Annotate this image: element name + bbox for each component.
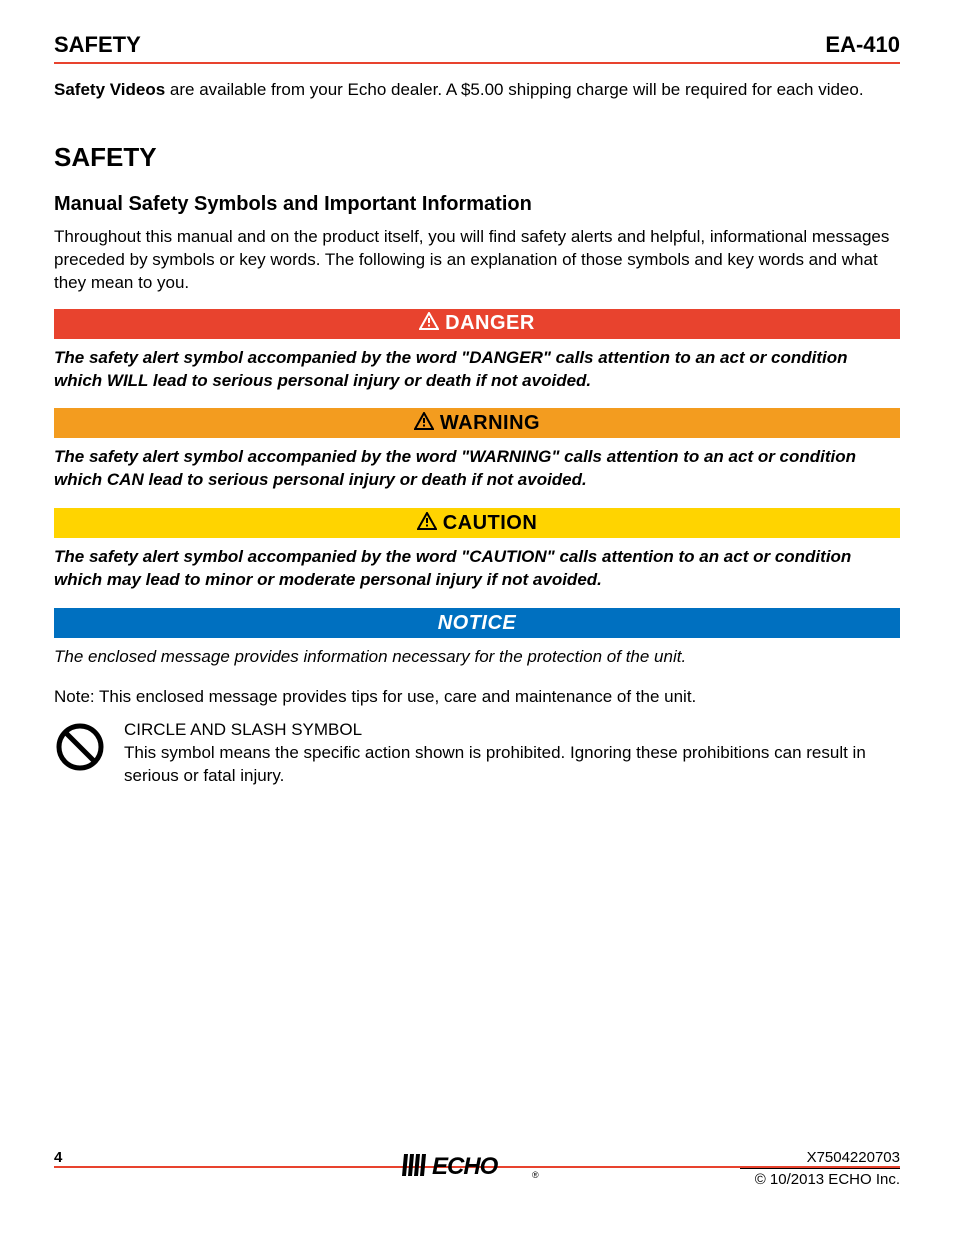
body-paragraph: Throughout this manual and on the produc… — [54, 226, 900, 295]
footer-right: X7504220703 © 10/2013 ECHO Inc. — [740, 1149, 900, 1188]
danger-bar: DANGER — [54, 309, 900, 339]
page-number: 4 — [54, 1149, 62, 1166]
section-title: SAFETY — [54, 142, 900, 173]
header-model-number: EA-410 — [825, 32, 900, 58]
copyright: © 10/2013 ECHO Inc. — [740, 1171, 900, 1188]
circle-slash-icon — [54, 721, 106, 778]
caution-description: The safety alert symbol accompanied by t… — [54, 546, 900, 592]
circle-slash-title: CIRCLE AND SLASH SYMBOL — [124, 719, 900, 742]
alert-triangle-icon — [414, 412, 434, 435]
intro-bold: Safety Videos — [54, 80, 165, 99]
danger-label: DANGER — [445, 312, 535, 335]
header-section-title: SAFETY — [54, 32, 141, 58]
circle-slash-row: CIRCLE AND SLASH SYMBOL This symbol mean… — [54, 719, 900, 788]
alert-triangle-icon — [417, 512, 437, 535]
note-line: Note: This enclosed message provides tip… — [54, 685, 900, 709]
svg-text:®: ® — [532, 1170, 539, 1180]
page-footer: 4 ECHO ® X7504220703 © 10/2013 ECHO Inc. — [54, 1166, 900, 1207]
warning-label: WARNING — [440, 412, 540, 435]
alert-triangle-icon — [419, 312, 439, 335]
caution-bar: CAUTION — [54, 508, 900, 538]
circle-slash-desc: This symbol means the specific action sh… — [124, 742, 900, 788]
intro-paragraph: Safety Videos are available from your Ec… — [54, 78, 900, 102]
subsection-title: Manual Safety Symbols and Important Info… — [54, 193, 900, 216]
notice-label: NOTICE — [438, 612, 517, 635]
circle-slash-text: CIRCLE AND SLASH SYMBOL This symbol mean… — [124, 719, 900, 788]
notice-bar: NOTICE — [54, 608, 900, 638]
warning-bar: WARNING — [54, 408, 900, 438]
intro-rest: are available from your Echo dealer. A $… — [165, 80, 863, 99]
document-number: X7504220703 — [740, 1149, 900, 1166]
warning-description: The safety alert symbol accompanied by t… — [54, 446, 900, 492]
echo-logo: ECHO ® — [402, 1148, 552, 1187]
page-header: SAFETY EA-410 — [54, 32, 900, 64]
notice-description: The enclosed message provides informatio… — [54, 646, 900, 669]
caution-label: CAUTION — [443, 512, 538, 535]
svg-text:ECHO: ECHO — [432, 1153, 499, 1180]
danger-description: The safety alert symbol accompanied by t… — [54, 347, 900, 393]
